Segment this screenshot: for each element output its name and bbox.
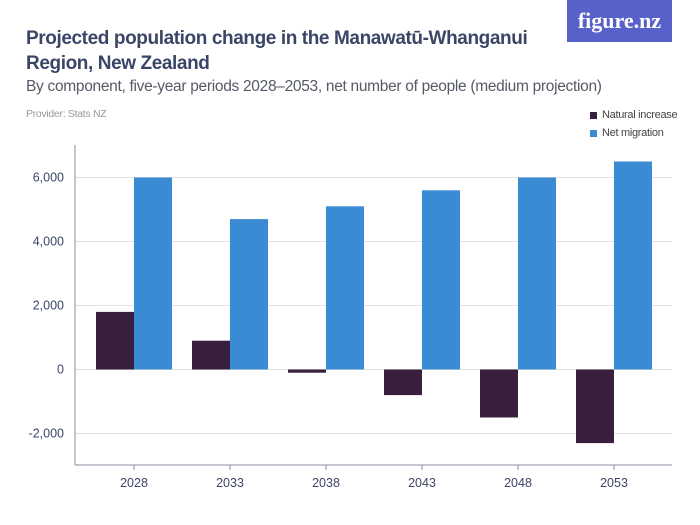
bar-natural-increase-2043 <box>384 369 422 396</box>
y-tick-label: 6,000 <box>33 171 64 185</box>
x-tick-label: 2033 <box>216 476 244 490</box>
bar-net-migration-2028 <box>134 177 172 370</box>
x-tick-label: 2038 <box>312 476 340 490</box>
bar-natural-increase-2028 <box>96 311 134 370</box>
bar-net-migration-2033 <box>230 219 268 370</box>
legend: Natural increase Net migration <box>590 106 678 142</box>
legend-swatch <box>590 129 597 137</box>
y-tick-label: 0 <box>57 363 64 377</box>
x-tick-label: 2048 <box>504 476 532 490</box>
bar-net-migration-2043 <box>422 190 460 370</box>
chart-title: Projected population change in the Manaw… <box>26 28 528 74</box>
legend-item-net-migration: Net migration <box>590 124 677 142</box>
bar-natural-increase-2048 <box>480 369 518 418</box>
x-tick-label: 2028 <box>120 476 148 490</box>
x-tick-label: 2053 <box>600 476 628 490</box>
bar-net-migration-2048 <box>518 177 556 370</box>
y-tick-label: 4,000 <box>33 235 64 249</box>
bar-natural-increase-2053 <box>576 369 614 444</box>
legend-item-natural-increase: Natural increase <box>590 106 678 124</box>
bar-natural-increase-2038 <box>288 369 326 373</box>
figure-nz-logo[interactable]: figure.nz <box>567 0 672 42</box>
y-tick-label: -2,000 <box>29 427 64 441</box>
y-tick-label: 2,000 <box>33 299 64 313</box>
bar-net-migration-2038 <box>326 206 364 370</box>
bar-net-migration-2053 <box>614 161 652 370</box>
chart-subtitle: By component, five-year periods 2028–205… <box>26 78 602 95</box>
x-tick-label: 2043 <box>408 476 436 490</box>
provider-label: Provider: Stats NZ <box>26 108 107 120</box>
legend-swatch <box>590 111 597 119</box>
bar-natural-increase-2033 <box>192 340 230 370</box>
